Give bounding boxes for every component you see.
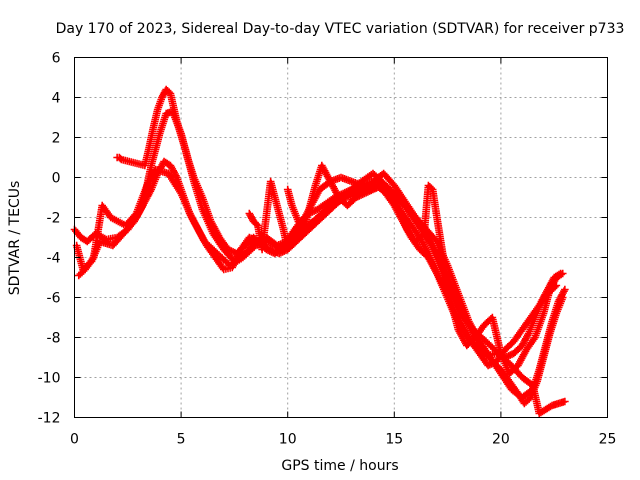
data-point xyxy=(558,269,567,278)
x-tick-label: 0 xyxy=(70,432,79,448)
y-tick-label: 2 xyxy=(52,131,61,147)
y-tick-label: -8 xyxy=(47,331,61,347)
x-axis-label: GPS time / hours xyxy=(281,458,398,474)
plot-frame xyxy=(74,57,608,418)
y-tick-label: -4 xyxy=(47,251,61,267)
axis-ticks xyxy=(74,57,608,418)
x-tick-label: 10 xyxy=(279,432,297,448)
y-tick-label: -10 xyxy=(38,371,61,387)
y-tick-labels: -12 -10 -8 -6 -4 -2 0 2 4 6 xyxy=(38,51,61,427)
x-tick-label: 20 xyxy=(492,432,510,448)
y-tick-label: -6 xyxy=(47,291,61,307)
series-track-f xyxy=(245,177,561,370)
chart-title: Day 170 of 2023, Sidereal Day-to-day VTE… xyxy=(56,21,625,37)
y-tick-label: 6 xyxy=(52,51,61,67)
y-tick-label: 0 xyxy=(52,171,61,187)
data-points xyxy=(70,85,569,418)
x-tick-label: 15 xyxy=(385,432,403,448)
y-tick-label: -12 xyxy=(38,411,61,427)
data-point xyxy=(552,281,561,290)
data-point xyxy=(561,285,569,294)
x-tick-labels: 0 5 10 15 20 25 xyxy=(70,432,616,448)
data-point xyxy=(561,397,569,406)
y-axis-label: SDTVAR / TECUs xyxy=(7,181,23,296)
x-tick-label: 5 xyxy=(177,432,186,448)
y-tick-label: 4 xyxy=(52,91,61,107)
x-tick-label: 25 xyxy=(599,432,617,448)
y-tick-label: -2 xyxy=(47,211,61,227)
